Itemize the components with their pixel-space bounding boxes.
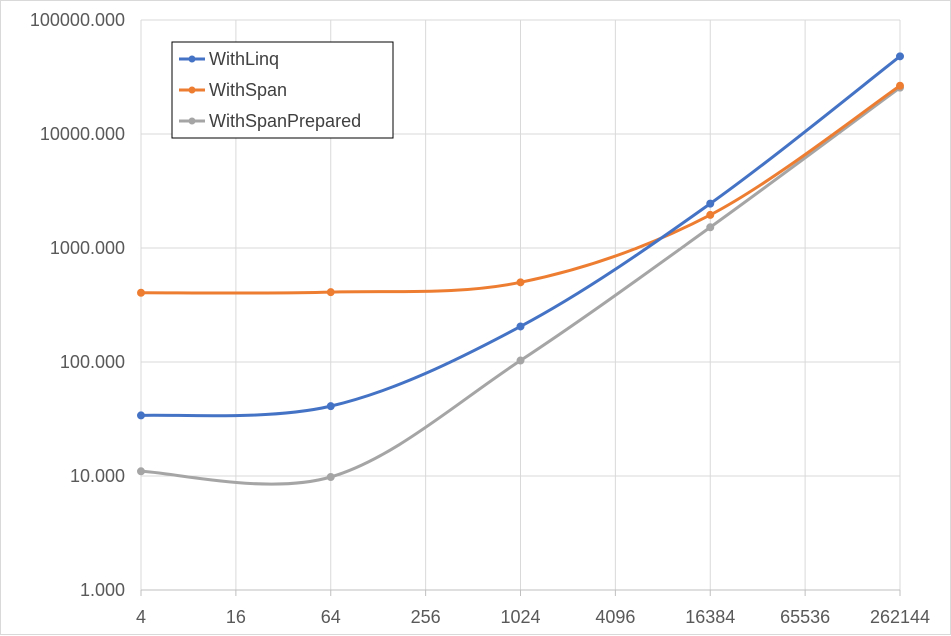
series-line-withspan <box>139 84 902 295</box>
axes <box>140 20 901 596</box>
series <box>137 52 904 486</box>
series-withspan <box>137 81 904 297</box>
x-tick-label: 1024 <box>500 607 540 627</box>
data-point-withlinq <box>516 322 525 331</box>
y-tick-label: 10.000 <box>70 466 125 486</box>
data-point-withspanprepared <box>137 467 145 476</box>
legend-swatch-marker <box>188 86 196 94</box>
x-tick-label: 4096 <box>595 607 635 627</box>
x-tick-label: 256 <box>411 607 441 627</box>
legend-swatch-marker <box>188 117 196 125</box>
x-tick-label: 4 <box>136 607 146 627</box>
tick-labels: 4 16 64 256 1024 4096 16384 65536 262144 1.000 10.… <box>30 10 930 627</box>
x-tick-label: 65536 <box>780 607 830 627</box>
x-tick-label: 16 <box>226 607 246 627</box>
legend-label: WithSpan <box>209 80 287 100</box>
data-point-withlinq <box>896 52 904 61</box>
legend-item-withspan: WithSpan <box>179 80 287 100</box>
data-point-withspanprepared <box>516 356 525 365</box>
data-point-withlinq <box>326 402 335 411</box>
legend-swatch-marker <box>188 55 196 63</box>
y-tick-label: 100.000 <box>60 352 125 372</box>
legend: WithLinq WithSpan WithSpanPrepared <box>171 41 394 139</box>
series-line-withlinq <box>139 54 902 418</box>
legend-label: WithLinq <box>209 49 279 69</box>
x-tick-label: 64 <box>321 607 341 627</box>
legend-label: WithSpanPrepared <box>209 111 361 131</box>
legend-item-withspanprepared: WithSpanPrepared <box>179 111 361 131</box>
data-point-withspanprepared <box>326 473 335 482</box>
legend-box <box>171 41 394 139</box>
data-point-withlinq <box>706 199 715 208</box>
data-point-withspan <box>896 81 904 90</box>
y-tick-label: 1000.000 <box>50 238 125 258</box>
x-tick-label: 262144 <box>870 607 930 627</box>
series-withlinq <box>137 52 904 420</box>
data-point-withspan <box>137 288 145 297</box>
y-tick-label: 1.000 <box>80 580 125 600</box>
data-point-withspan <box>706 210 715 219</box>
data-point-withspanprepared <box>706 223 715 232</box>
legend-item-withlinq: WithLinq <box>179 49 279 69</box>
x-tick-label: 16384 <box>685 607 735 627</box>
data-point-withlinq <box>137 411 145 420</box>
data-point-withspan <box>326 288 335 297</box>
data-point-withspan <box>516 278 525 287</box>
y-tick-label: 10000.000 <box>40 124 125 144</box>
y-tick-label: 100000.000 <box>30 10 125 30</box>
